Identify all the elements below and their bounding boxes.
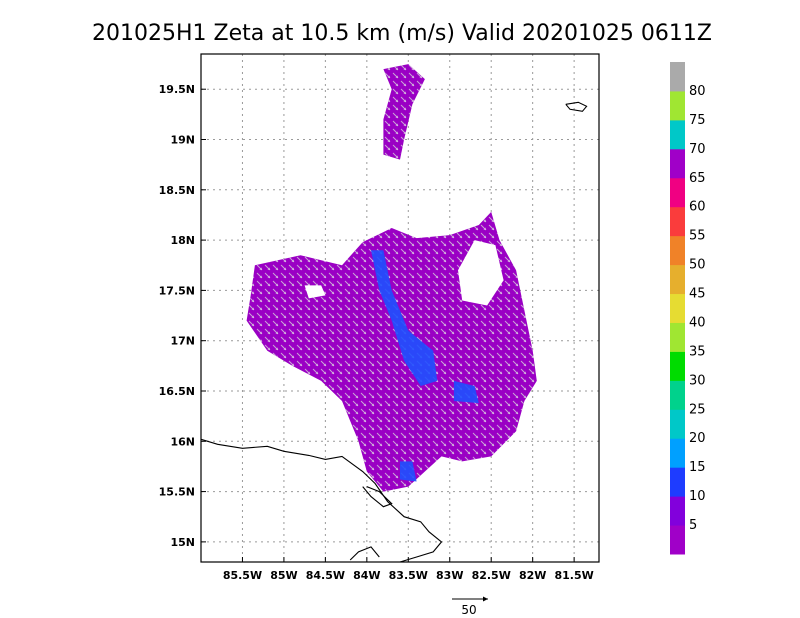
y-tick-label: 15.5N <box>159 486 195 499</box>
x-tick-label: 85.5W <box>223 569 262 582</box>
speed-patch <box>400 461 417 482</box>
coastline <box>565 101 588 112</box>
plot-frame <box>200 53 600 563</box>
y-tick-label: 19N <box>170 134 195 147</box>
x-tick-label: 84W <box>353 569 380 582</box>
coastline <box>362 486 393 508</box>
colorbar-swatch <box>670 351 685 381</box>
colorbar-swatch <box>670 235 685 266</box>
chart-title: 201025H1 Zeta at 10.5 km (m/s) Valid 202… <box>92 21 712 46</box>
colorbar-swatch <box>670 148 685 179</box>
colorbar-swatch <box>670 322 685 352</box>
colorbar: 5 10 15 20 25 30 35 40 45 50 55 60 65 70 75 80 <box>670 62 706 555</box>
colorbar-swatch <box>670 264 685 295</box>
y-tick-label: 16N <box>170 435 195 448</box>
colorbar-label: 50 <box>689 258 706 273</box>
y-tick-label: 18N <box>170 234 195 247</box>
plot-area: 85.5W 85W 84.5W 84W 83.5W 83W 82.5W 82W 81.5W 15N… <box>159 53 600 582</box>
y-tick-label: 15N <box>170 536 195 549</box>
x-tick-label: 85W <box>270 569 297 582</box>
y-tick-label: 17N <box>170 335 195 348</box>
colorbar-swatch <box>670 380 685 410</box>
coastlines <box>201 101 588 562</box>
colorbar-label: 65 <box>689 171 706 186</box>
speed-patch <box>453 380 479 404</box>
vector-reference: 50 <box>452 596 488 617</box>
colorbar-swatch <box>670 467 685 497</box>
colorbar-label: 40 <box>689 316 706 331</box>
y-tick-label: 16.5N <box>159 385 195 398</box>
colorbar-swatch <box>670 409 685 439</box>
reference-label: 50 <box>461 603 476 617</box>
x-tick-label: 82W <box>519 569 546 582</box>
colorbar-swatch <box>670 62 685 92</box>
speed-patch <box>371 250 438 386</box>
y-tick-label: 18.5N <box>159 184 195 197</box>
colorbar-label: 55 <box>689 229 706 244</box>
no-data-gap <box>458 240 504 306</box>
colorbar-swatch <box>670 496 685 526</box>
colorbar-swatch <box>670 525 685 555</box>
axis-ticks: 85.5W 85W 84.5W 84W 83.5W 83W 82.5W 82W 81.5W 15N… <box>159 83 594 582</box>
colorbar-label: 80 <box>689 84 706 99</box>
x-tick-label: 83W <box>436 569 463 582</box>
colorbar-label: 35 <box>689 344 706 359</box>
colorbar-swatch <box>670 206 685 237</box>
colorbar-label: 45 <box>689 287 706 302</box>
colorbar-swatch <box>670 177 685 208</box>
colorbar-label: 70 <box>689 142 706 157</box>
x-tick-label: 84.5W <box>306 569 345 582</box>
colorbar-label: 60 <box>689 200 706 215</box>
colorbar-label: 75 <box>689 113 706 128</box>
reference-arrowhead <box>483 596 488 602</box>
coastline <box>201 438 443 562</box>
colorbar-label: 25 <box>689 402 706 417</box>
colorbar-label: 15 <box>689 460 706 475</box>
colorbar-label: 5 <box>689 518 697 533</box>
data-layer <box>246 64 537 492</box>
colorbar-label: 10 <box>689 489 706 504</box>
y-tick-label: 17.5N <box>159 284 195 297</box>
colorbar-swatch <box>670 438 685 468</box>
colorbar-swatch <box>670 90 685 121</box>
wind-vectors <box>383 64 425 160</box>
x-tick-label: 83.5W <box>389 569 428 582</box>
colorbar-label: 30 <box>689 373 706 388</box>
no-data-gap <box>304 285 326 299</box>
x-tick-label: 81.5W <box>554 569 593 582</box>
colorbar-swatch <box>670 119 685 150</box>
x-tick-label: 82.5W <box>472 569 511 582</box>
y-tick-label: 19.5N <box>159 83 195 96</box>
coastline <box>349 546 380 561</box>
colorbar-label: 20 <box>689 431 706 446</box>
colorbar-swatch <box>670 293 685 323</box>
